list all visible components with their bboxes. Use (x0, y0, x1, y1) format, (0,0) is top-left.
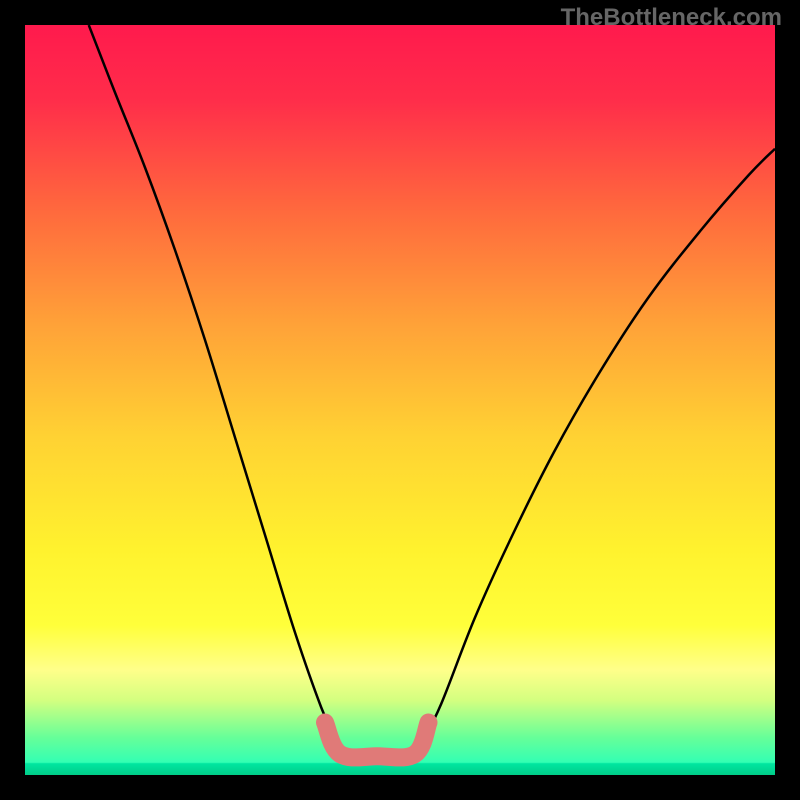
watermark-text: TheBottleneck.com (561, 4, 782, 32)
gradient-plot-area (25, 25, 775, 775)
chart-container: TheBottleneck.com (0, 0, 800, 800)
